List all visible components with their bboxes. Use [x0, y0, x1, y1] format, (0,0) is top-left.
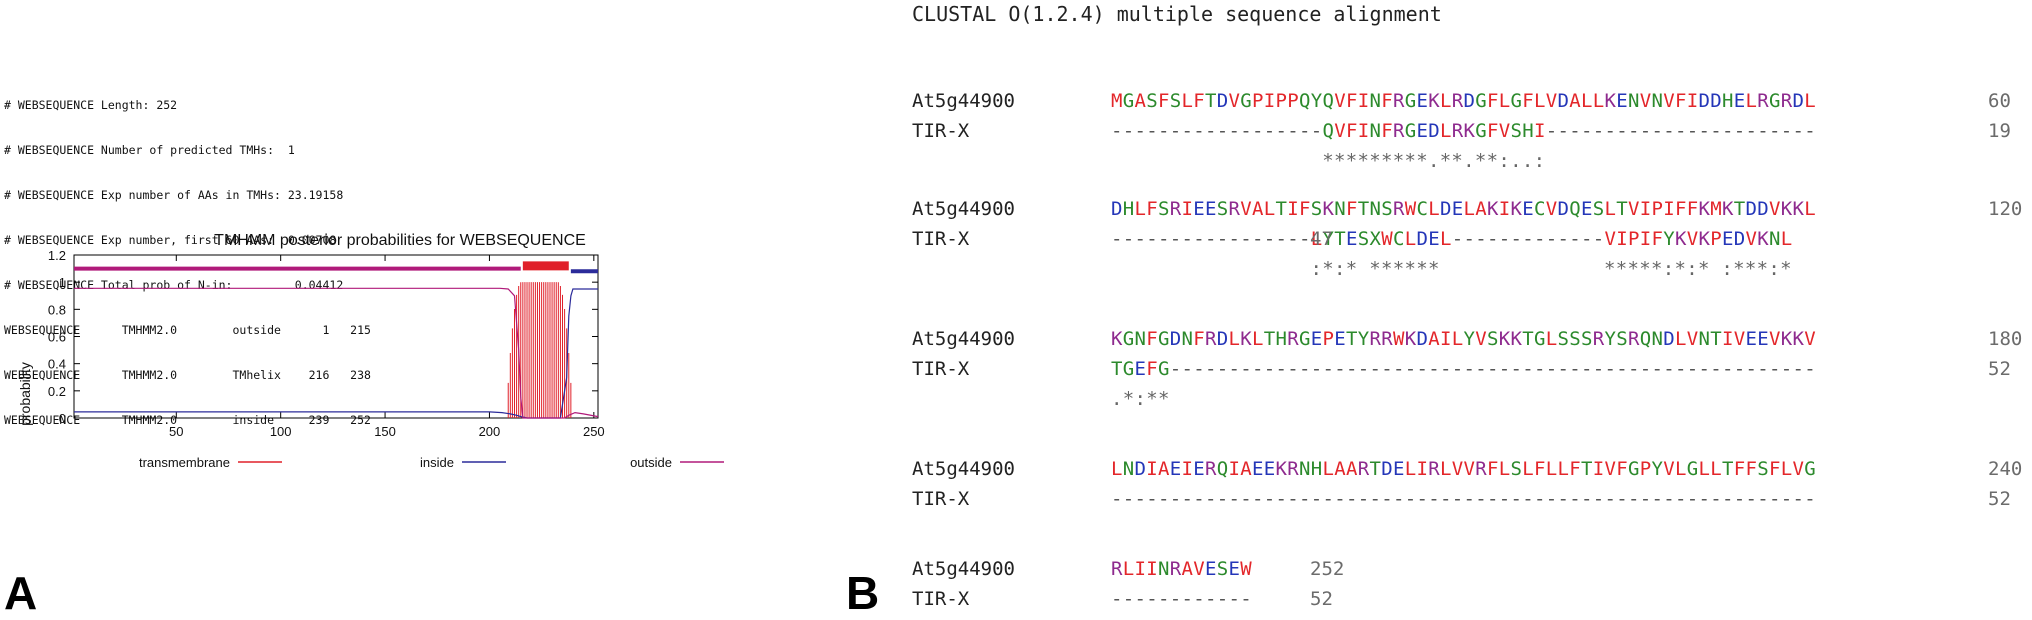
consensus-line: *********.**.**:..:	[1111, 150, 1546, 172]
plot-frame	[73, 254, 599, 419]
alignment-title: CLUSTAL O(1.2.4) multiple sequence align…	[912, 2, 1442, 26]
report-line: # WEBSEQUENCE Length: 252	[4, 98, 178, 112]
sequence-residues: RLIINRAVESEW	[1111, 558, 1252, 580]
sequence-residues: DHLFSRIEESRVALTIFSKNFTNSRWCLDELAKIKECVDQ…	[1111, 198, 1816, 220]
sequence-name: At5g44900	[912, 558, 1015, 580]
tmhmm-probability-chart: 0 0.2 0.4 0.6 0.8 1 1.2 50 100 150 200 250 transmemb…	[17, 250, 724, 470]
report-line: WEBSEQUENCE TMHMM2.0 TMhelix 216 238	[4, 368, 371, 382]
report-line: # WEBSEQUENCE Number of predicted TMHs: …	[4, 143, 295, 157]
y-axis-label: probability	[17, 362, 33, 426]
sequence-residues: TGEFG-----------------------------------…	[1111, 358, 1816, 380]
panel-a: # WEBSEQUENCE Length: 252 # WEBSEQUENCE …	[0, 0, 800, 619]
residue-count: 120	[1988, 198, 2023, 220]
panel-letter-a: A	[4, 567, 38, 619]
report-line: # WEBSEQUENCE Exp number of AAs in TMHs:…	[4, 188, 344, 202]
report-line: WEBSEQUENCE TMHMM2.0 inside 239 252	[4, 413, 371, 427]
residue-count: 52	[1988, 358, 2011, 380]
y-tick-label: 0.4	[48, 357, 66, 372]
legend-label-transmembrane: transmembrane	[139, 455, 230, 470]
x-tick-label: 50	[169, 424, 183, 439]
sequence-residues: ------------	[1111, 588, 1252, 610]
y-tick-label: 0.2	[48, 384, 66, 399]
sequence-residues: MGASFSLFTDVGPIPPQYQVFINFRGEKLRDGFLGFLVDA…	[1111, 90, 1816, 112]
residue-count: 60	[1988, 90, 2011, 112]
tmhmm-report: # WEBSEQUENCE Length: 252 # WEBSEQUENCE …	[4, 68, 371, 458]
x-tick-label: 200	[479, 424, 501, 439]
report-line: # WEBSEQUENCE Exp number, first 60 AAs: …	[4, 233, 337, 247]
sequence-name: At5g44900	[912, 90, 1015, 112]
y-tick-label: 0	[59, 411, 66, 426]
sequence-name: At5g44900	[912, 198, 1015, 220]
sequence-name: At5g44900	[912, 458, 1015, 480]
consensus-line: :*:* ****** *****:*:* :***:*	[1111, 258, 1792, 280]
chart-title: TMHMM posterior probabilities for WEBSEQ…	[214, 232, 586, 249]
y-tick-label: 1.2	[48, 250, 66, 263]
x-tick-label: 100	[270, 424, 292, 439]
consensus-line: .*:**	[1111, 388, 1170, 410]
outside-line	[74, 287, 599, 419]
panel-letter-b: B	[846, 567, 880, 619]
residue-count: 252	[1310, 558, 1345, 580]
legend-label-inside: inside	[420, 455, 454, 470]
sequence-residues: ----------------------------------------…	[1111, 488, 1816, 510]
residue-count: 52	[1988, 488, 2011, 510]
sequence-name: TIR-X	[912, 588, 970, 610]
sequence-name: At5g44900	[912, 328, 1015, 350]
x-tick-label: 150	[374, 424, 396, 439]
y-tick-label: 1	[59, 275, 66, 290]
report-line: WEBSEQUENCE TMHMM2.0 outside 1 215	[4, 323, 371, 337]
y-tick-label: 0.8	[48, 302, 66, 317]
sequence-residues: LNDIAEIERQIAEEKRNHLAARTDELIRLVVRFLSLFLLF…	[1111, 458, 1816, 480]
sequence-residues: -----------------LYTESXWCLDEL-----------…	[1111, 228, 1793, 250]
residue-count: 52	[1310, 588, 1333, 610]
legend-label-outside: outside	[630, 455, 672, 470]
x-tick-label: 250	[583, 424, 605, 439]
y-tick-label: 0.6	[48, 330, 66, 345]
sequence-name: TIR-X	[912, 358, 970, 380]
sequence-residues: KGNFGDNFRDLKLTHRGEPETYRRWKDAILYVSKKTGLSS…	[1111, 328, 1816, 350]
residue-count: 19	[1988, 120, 2011, 142]
residue-count: 240	[1988, 458, 2023, 480]
panel-b: CLUSTAL O(1.2.4) multiple sequence align…	[800, 0, 2032, 619]
sequence-name: TIR-X	[912, 228, 970, 250]
sequence-name: TIR-X	[912, 488, 970, 510]
residue-count: 180	[1988, 328, 2023, 350]
residue-count: 47	[1310, 228, 1333, 250]
sequence-name: TIR-X	[912, 120, 970, 142]
sequence-residues: ------------------QVFINFRGEDLRKGFVSHI---…	[1111, 120, 1816, 142]
